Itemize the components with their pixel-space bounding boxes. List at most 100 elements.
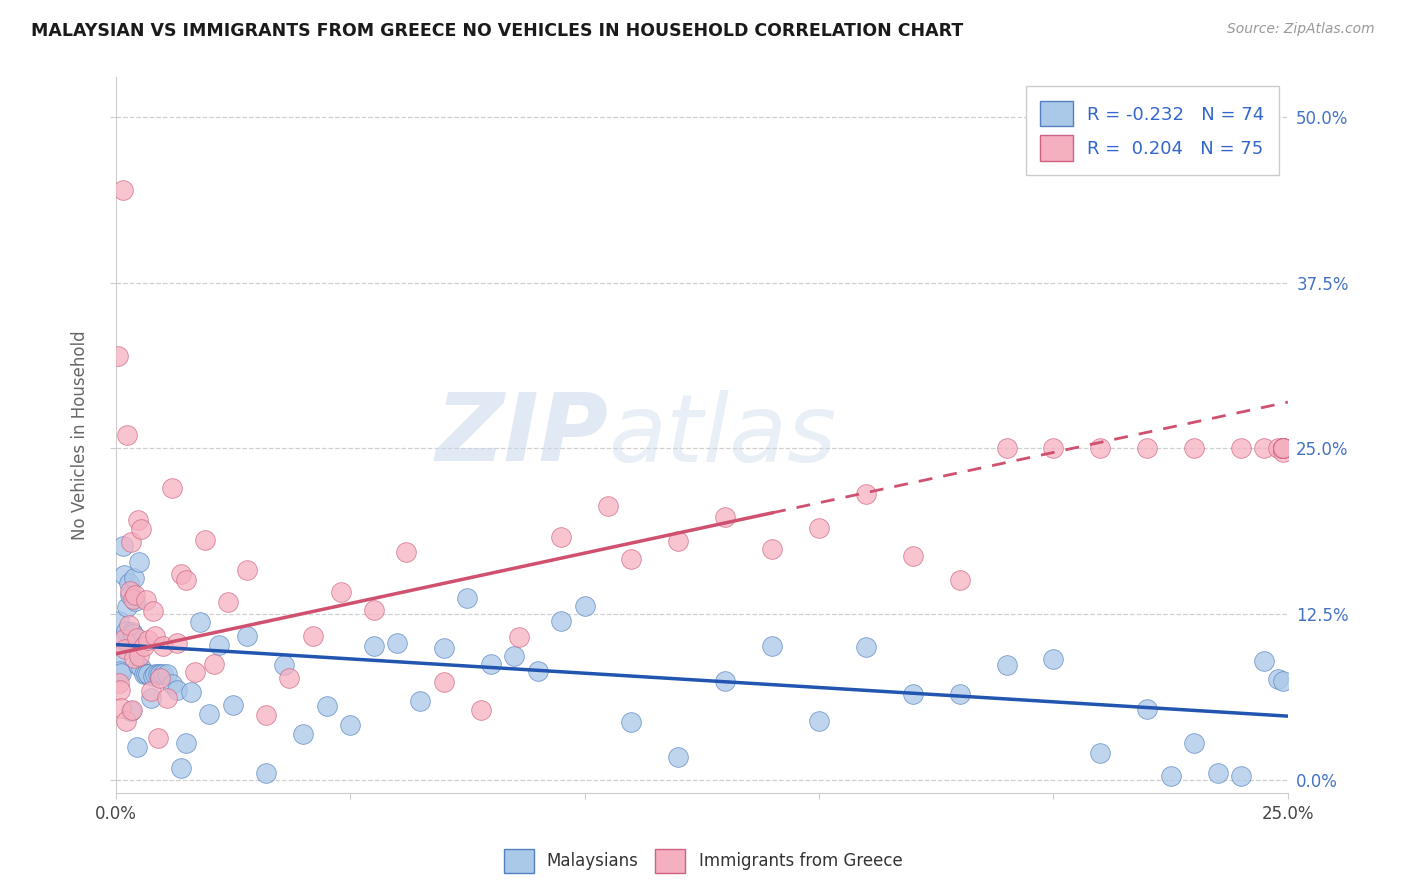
Point	[125, 631, 148, 645]
Point	[184, 665, 207, 679]
Point	[152, 666, 174, 681]
Point	[385, 636, 408, 650]
Point	[620, 552, 643, 566]
Text: MALAYSIAN VS IMMIGRANTS FROM GREECE NO VEHICLES IN HOUSEHOLD CORRELATION CHART: MALAYSIAN VS IMMIGRANTS FROM GREECE NO V…	[31, 22, 963, 40]
Point	[156, 691, 179, 706]
Point	[208, 638, 231, 652]
Point	[363, 603, 385, 617]
Point	[1090, 746, 1112, 760]
Point	[110, 682, 132, 697]
Point	[142, 669, 165, 683]
Point	[456, 591, 478, 605]
Point	[1206, 766, 1229, 780]
Point	[146, 666, 169, 681]
Point	[1182, 736, 1205, 750]
Point	[254, 708, 277, 723]
Point	[807, 521, 830, 535]
Legend: Malaysians, Immigrants from Greece: Malaysians, Immigrants from Greece	[496, 842, 910, 880]
Point	[152, 639, 174, 653]
Point	[139, 691, 162, 706]
Point	[124, 571, 146, 585]
Point	[278, 671, 301, 685]
Point	[666, 534, 689, 549]
Point	[761, 640, 783, 654]
Legend: R = -0.232   N = 74, R =  0.204   N = 75: R = -0.232 N = 74, R = 0.204 N = 75	[1026, 87, 1279, 176]
Point	[470, 703, 492, 717]
Point	[714, 673, 737, 688]
Text: Source: ZipAtlas.com: Source: ZipAtlas.com	[1227, 22, 1375, 37]
Point	[166, 636, 188, 650]
Point	[855, 487, 877, 501]
Point	[118, 588, 141, 602]
Point	[1230, 442, 1253, 456]
Point	[145, 666, 167, 681]
Point	[855, 640, 877, 654]
Point	[174, 735, 197, 749]
Point	[329, 585, 352, 599]
Point	[222, 698, 245, 713]
Point	[433, 674, 456, 689]
Point	[170, 567, 193, 582]
Point	[111, 539, 134, 553]
Point	[174, 574, 197, 588]
Text: ZIP: ZIP	[434, 389, 607, 481]
Point	[145, 629, 167, 643]
Point	[479, 657, 502, 671]
Point	[125, 739, 148, 754]
Point	[901, 687, 924, 701]
Point	[115, 714, 138, 728]
Point	[217, 595, 239, 609]
Point	[135, 593, 157, 607]
Point	[596, 500, 619, 514]
Point	[142, 604, 165, 618]
Point	[107, 648, 129, 662]
Point	[138, 632, 160, 647]
Point	[574, 599, 596, 614]
Point	[118, 575, 141, 590]
Point	[301, 629, 323, 643]
Point	[620, 715, 643, 730]
Point	[1267, 442, 1289, 456]
Point	[160, 677, 183, 691]
Point	[666, 750, 689, 764]
Point	[1267, 672, 1289, 686]
Point	[1272, 442, 1295, 456]
Point	[236, 629, 259, 643]
Point	[409, 694, 432, 708]
Point	[131, 661, 153, 675]
Point	[156, 666, 179, 681]
Point	[273, 657, 295, 672]
Point	[166, 683, 188, 698]
Point	[138, 666, 160, 681]
Point	[118, 583, 141, 598]
Point	[121, 703, 143, 717]
Point	[1272, 442, 1295, 456]
Point	[132, 666, 155, 681]
Point	[550, 614, 572, 628]
Point	[135, 666, 157, 681]
Point	[339, 717, 361, 731]
Point	[124, 650, 146, 665]
Point	[1160, 769, 1182, 783]
Point	[128, 648, 150, 663]
Point	[115, 624, 138, 638]
Point	[118, 618, 141, 632]
Point	[122, 592, 145, 607]
Point	[995, 442, 1018, 456]
Point	[128, 555, 150, 569]
Point	[198, 706, 221, 721]
Point	[395, 544, 418, 558]
Point	[131, 522, 153, 536]
Text: atlas: atlas	[607, 390, 837, 481]
Point	[117, 599, 139, 614]
Point	[1253, 654, 1275, 668]
Point	[1230, 769, 1253, 783]
Point	[254, 765, 277, 780]
Point	[149, 671, 172, 685]
Point	[111, 183, 134, 197]
Point	[112, 632, 135, 646]
Point	[114, 633, 136, 648]
Point	[807, 714, 830, 728]
Point	[901, 549, 924, 563]
Point	[1136, 702, 1159, 716]
